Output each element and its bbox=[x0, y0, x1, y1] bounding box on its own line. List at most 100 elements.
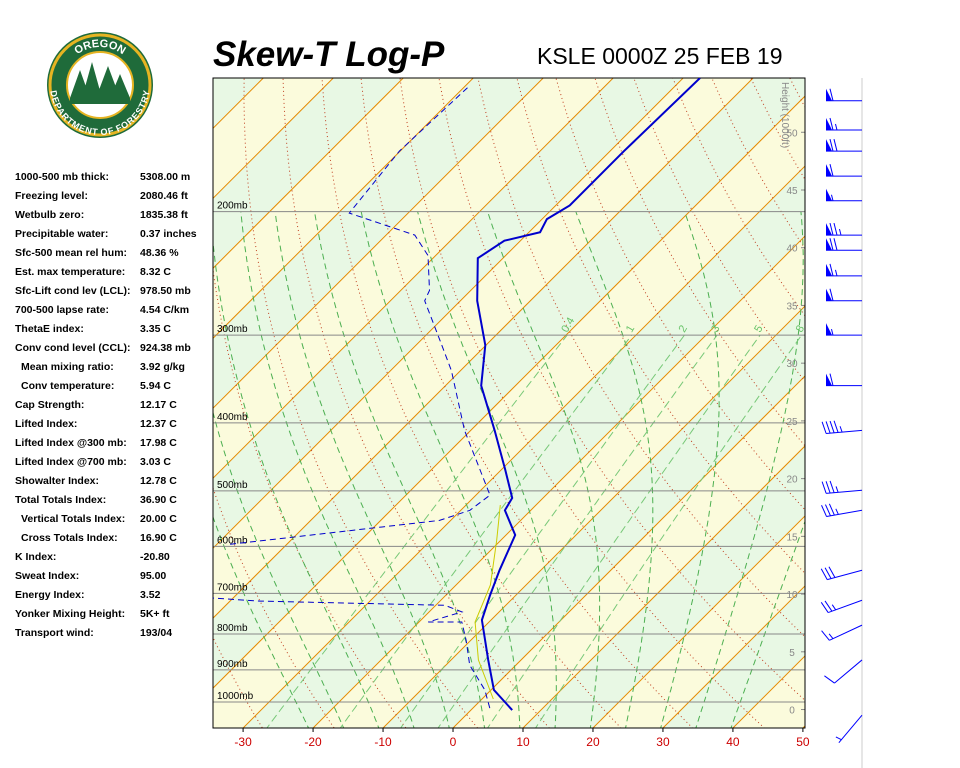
barb-pennant bbox=[826, 323, 832, 336]
logo-top-text: OREGON bbox=[72, 38, 127, 57]
moist-adiabat bbox=[417, 211, 557, 728]
barb-pennant bbox=[826, 263, 832, 276]
barb-feather bbox=[829, 480, 835, 493]
height-tick-label: 35 bbox=[786, 301, 798, 312]
barb-pennant bbox=[826, 88, 832, 101]
index-value: 12.17 C bbox=[140, 399, 177, 411]
barb-feather bbox=[820, 602, 829, 613]
isotherm bbox=[242, 165, 805, 728]
barb-feather bbox=[829, 288, 834, 301]
wind-barb bbox=[820, 566, 863, 581]
mixing-ratio-label: 2 bbox=[677, 323, 690, 334]
dry-adiabat bbox=[399, 78, 766, 728]
height-axis-label: Height (1000ft) bbox=[779, 82, 790, 148]
barb-half-feather bbox=[839, 426, 843, 433]
wind-barb bbox=[826, 222, 862, 236]
x-tick-label: 20 bbox=[586, 735, 600, 749]
wind-barb bbox=[820, 599, 863, 614]
index-label: Conv cond level (CCL): bbox=[15, 342, 131, 354]
wind-barb bbox=[826, 88, 862, 102]
barb-feather bbox=[821, 505, 828, 517]
height-tick-label: 5 bbox=[789, 648, 795, 659]
dry-adiabat bbox=[282, 78, 550, 728]
y-tick-label: 500mb bbox=[217, 480, 248, 491]
wind-barb bbox=[826, 139, 862, 152]
barb-pennant bbox=[826, 223, 832, 236]
y-tick-label: 1000mb bbox=[217, 691, 254, 702]
barb-half-feather bbox=[835, 486, 839, 493]
wind-barb bbox=[826, 263, 862, 277]
x-tick-label: 10 bbox=[516, 735, 530, 749]
temperature-band bbox=[873, 78, 960, 728]
y-tick-label: 200mb bbox=[217, 201, 248, 212]
chart-subtitle: KSLE 0000Z 25 FEB 19 bbox=[537, 43, 783, 69]
dry-adiabat bbox=[789, 78, 805, 109]
logo-ground bbox=[70, 98, 130, 104]
plot-background bbox=[213, 56, 960, 731]
barb-feather bbox=[824, 504, 831, 517]
logo-border bbox=[48, 33, 152, 137]
height-tick-label: 20 bbox=[786, 475, 798, 486]
index-value: 3.03 C bbox=[140, 456, 171, 468]
barb-feather bbox=[821, 630, 830, 641]
isotherm bbox=[213, 78, 754, 619]
moist-adiabat bbox=[360, 211, 521, 728]
index-value: 193/04 bbox=[140, 627, 172, 639]
index-label: 700-500 lapse rate: bbox=[15, 304, 109, 316]
barb-staff bbox=[826, 509, 863, 518]
barb-feather bbox=[824, 675, 835, 684]
index-label: Sweat Index: bbox=[15, 570, 79, 582]
barb-pennant bbox=[826, 188, 832, 201]
sounding-line bbox=[476, 78, 701, 711]
barb-half-feather bbox=[831, 194, 834, 201]
index-label: Conv temperature: bbox=[21, 380, 114, 392]
dry-adiabat bbox=[213, 636, 264, 728]
barb-feather bbox=[824, 600, 833, 612]
y-tick-label: 800mb bbox=[217, 623, 248, 634]
index-value: 48.36 % bbox=[140, 247, 179, 259]
wind-barb bbox=[824, 659, 863, 684]
height-tick-label: 0 bbox=[789, 706, 795, 717]
dry-adiabat bbox=[856, 56, 960, 731]
wind-barb bbox=[826, 323, 862, 336]
dry-adiabat bbox=[894, 56, 960, 731]
moist-adiabat bbox=[695, 211, 804, 728]
indices-table: 1000-500 mb thick: 5308.00 m Freezing leve… bbox=[15, 171, 197, 639]
index-value: 5308.00 m bbox=[140, 171, 190, 183]
barb-staff bbox=[828, 599, 863, 614]
dry-adiabat bbox=[516, 78, 805, 575]
chart-title: Skew-T Log-P bbox=[213, 35, 445, 74]
index-value: 5K+ ft bbox=[140, 608, 170, 620]
index-value: 0.37 inches bbox=[140, 228, 197, 240]
barb-feather bbox=[828, 566, 836, 578]
index-value: 8.32 C bbox=[140, 266, 171, 278]
plot-foreground: 1000mb 900mb 800mb 700mb 600mb 500mb 400mb 300m… bbox=[213, 82, 810, 749]
wind-barb bbox=[826, 373, 862, 387]
moist-adiabat bbox=[240, 211, 415, 728]
index-value: 2080.46 ft bbox=[140, 190, 188, 202]
index-label: Transport wind: bbox=[15, 627, 94, 639]
x-tick-label: 30 bbox=[656, 735, 670, 749]
index-value: 20.00 C bbox=[140, 513, 177, 525]
y-tick-label: 300mb bbox=[217, 324, 248, 335]
index-value: 924.38 mb bbox=[140, 342, 191, 354]
dry-adiabat bbox=[932, 56, 960, 731]
wind-barb bbox=[826, 288, 862, 302]
index-label: Est. max temperature: bbox=[15, 266, 125, 278]
isotherm bbox=[213, 78, 404, 269]
barb-pennant bbox=[826, 373, 832, 386]
barb-feather bbox=[824, 567, 832, 579]
index-value: 3.35 C bbox=[140, 323, 171, 335]
index-value: -20.80 bbox=[140, 551, 170, 563]
mixing-ratio-line bbox=[534, 334, 802, 728]
moist-adiabat bbox=[487, 211, 601, 728]
height-tick-label: 10 bbox=[786, 590, 798, 601]
dry-adiabat bbox=[477, 78, 805, 638]
wind-barb bbox=[821, 624, 863, 641]
index-value: 4.54 C/km bbox=[140, 304, 189, 316]
index-value: 95.00 bbox=[140, 570, 166, 582]
index-label: Lifted Index @700 mb: bbox=[15, 456, 127, 468]
height-tick-label: 30 bbox=[786, 359, 798, 370]
isotherm bbox=[213, 78, 334, 199]
isotherm bbox=[522, 445, 805, 728]
